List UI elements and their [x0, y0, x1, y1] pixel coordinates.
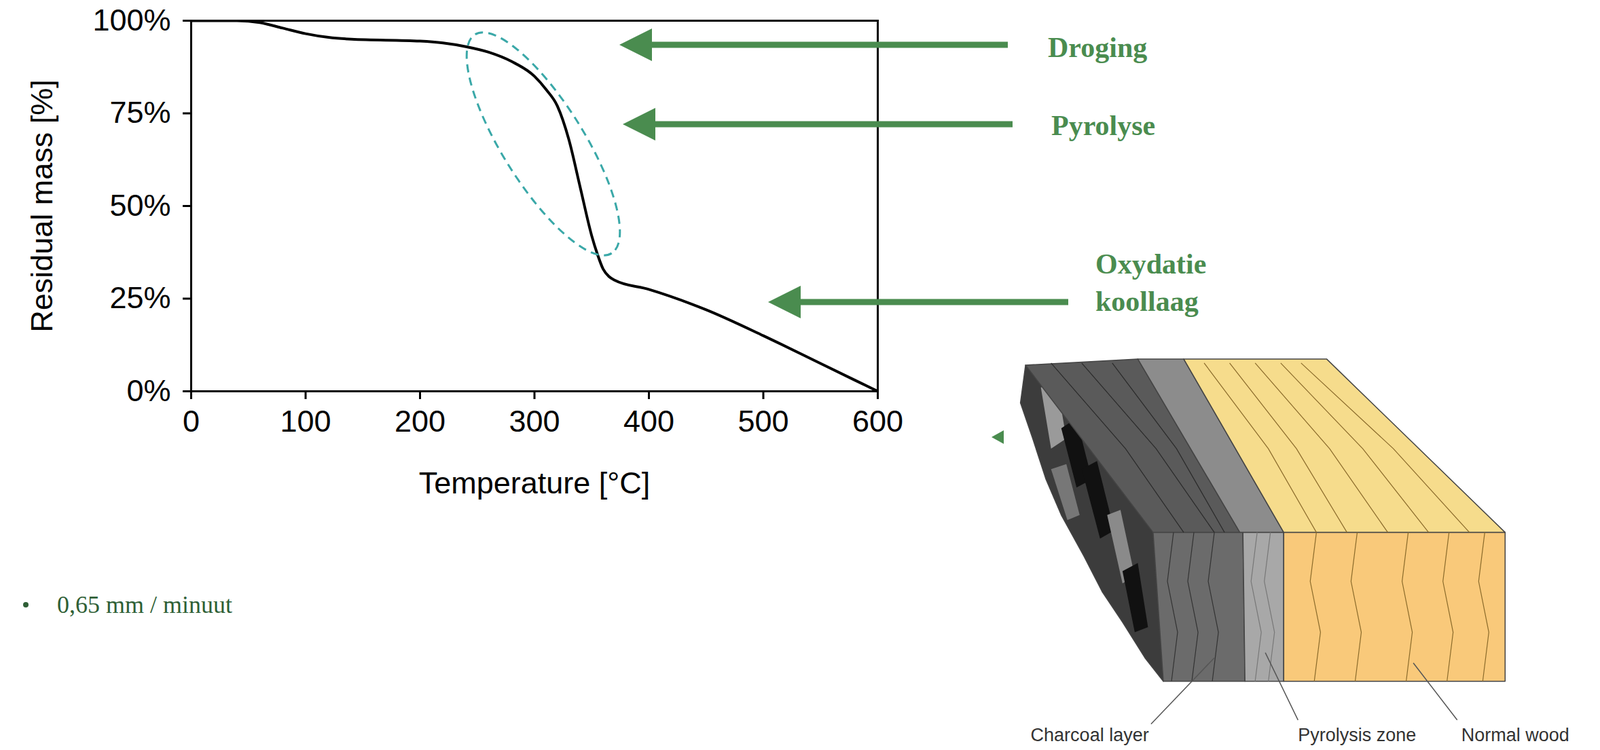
- svg-text:200: 200: [394, 404, 446, 439]
- svg-text:Oxydatiekoollaag: Oxydatiekoollaag: [1095, 248, 1207, 318]
- svg-text:100: 100: [279, 404, 331, 439]
- svg-text:Temperature [°C]: Temperature [°C]: [419, 465, 651, 501]
- svg-text:75%: 75%: [109, 95, 171, 130]
- svg-text:0%: 0%: [126, 373, 171, 409]
- svg-text:Charcoal layer: Charcoal layer: [1030, 725, 1150, 746]
- svg-text:400: 400: [623, 404, 675, 439]
- svg-text:300: 300: [508, 404, 560, 439]
- svg-text:0,65 mm / minuut: 0,65 mm / minuut: [57, 591, 233, 619]
- svg-text:500: 500: [737, 404, 789, 439]
- svg-text:0: 0: [182, 404, 200, 439]
- svg-text:600: 600: [852, 404, 904, 439]
- svg-text:25%: 25%: [109, 280, 171, 316]
- svg-text:Residual mass [%]: Residual mass [%]: [24, 79, 60, 333]
- svg-text:50%: 50%: [109, 188, 171, 223]
- svg-text:Pyrolysis zone: Pyrolysis zone: [1297, 725, 1416, 746]
- svg-text:Droging: Droging: [1047, 31, 1148, 64]
- svg-text:Pyrolyse: Pyrolyse: [1051, 110, 1156, 142]
- svg-text:100%: 100%: [92, 2, 171, 38]
- svg-text:Normal wood: Normal wood: [1461, 725, 1570, 746]
